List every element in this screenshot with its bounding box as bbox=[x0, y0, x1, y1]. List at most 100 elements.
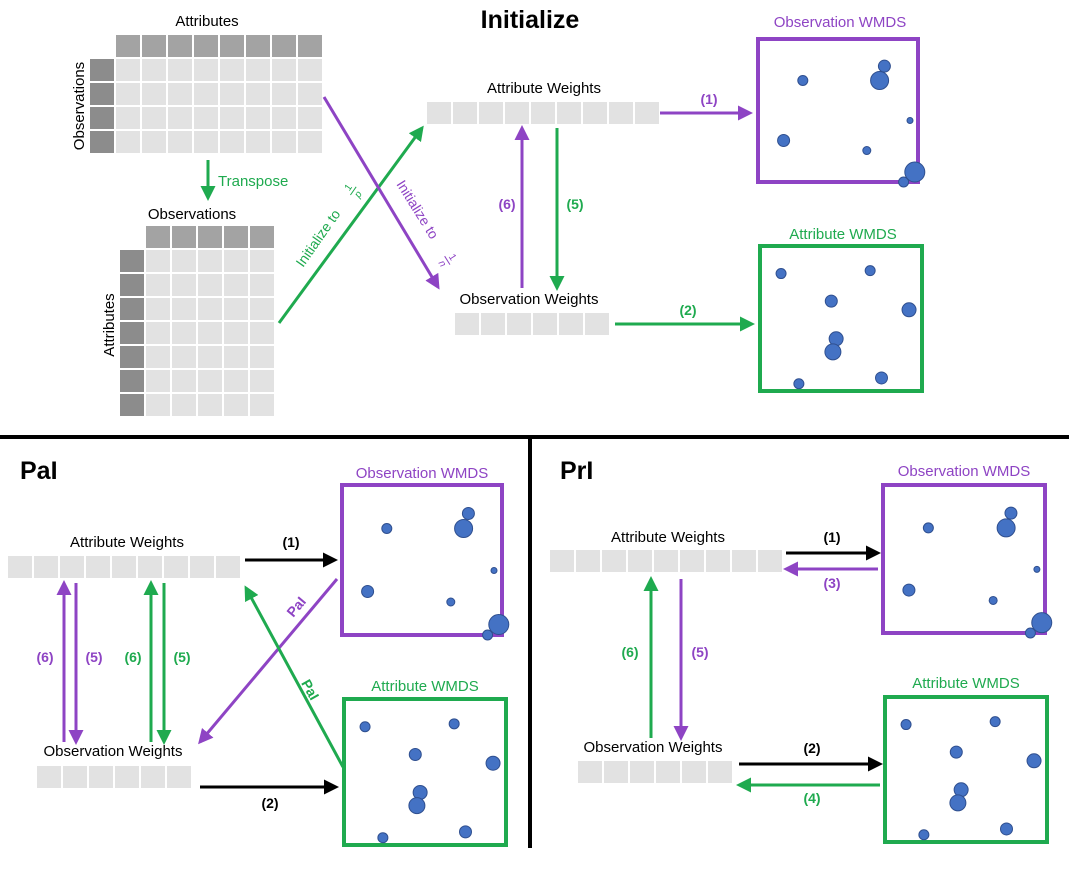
pai-step-1-label: (1) bbox=[282, 534, 299, 550]
top-step-5-label: (5) bbox=[566, 196, 583, 212]
wmds-point bbox=[381, 523, 393, 534]
weight-cell bbox=[680, 550, 704, 572]
pai-observation-interaction-arrow bbox=[198, 578, 339, 745]
transpose-label: Transpose bbox=[218, 173, 288, 190]
pai-attribute-weights-label: Attribute Weights bbox=[70, 534, 184, 551]
matrix-cell bbox=[146, 322, 170, 344]
wmds-point bbox=[902, 583, 916, 597]
matrix-cell bbox=[146, 298, 170, 320]
matrix-cell bbox=[90, 83, 114, 105]
matrix-cell bbox=[198, 346, 222, 368]
weight-cell bbox=[578, 761, 602, 783]
wmds-point bbox=[870, 70, 890, 90]
weight-cell bbox=[585, 313, 609, 335]
matrix-cell bbox=[250, 322, 274, 344]
matrix-columns-label: Attributes bbox=[175, 13, 238, 30]
matrix-cell bbox=[120, 250, 144, 272]
top-step-2-label: (2) bbox=[679, 302, 696, 318]
weight-cell bbox=[609, 102, 633, 124]
wmds-point bbox=[824, 343, 842, 361]
wmds-point bbox=[793, 378, 805, 390]
top-attribute-weights-bar bbox=[427, 102, 659, 124]
matrix-cell bbox=[298, 131, 322, 153]
wmds-point bbox=[904, 161, 926, 183]
matrix-cell bbox=[198, 298, 222, 320]
init-n-numerator: 1 bbox=[446, 252, 459, 263]
matrix-cell bbox=[198, 226, 222, 248]
matrix-cell bbox=[146, 370, 170, 392]
pri-step-4-label: (4) bbox=[803, 790, 820, 806]
matrix-cell bbox=[220, 83, 244, 105]
pri-step-1-label: (1) bbox=[823, 529, 840, 545]
matrix-cell bbox=[120, 322, 144, 344]
matrix-cell bbox=[120, 226, 144, 248]
matrix-cell bbox=[220, 131, 244, 153]
matrix-cell bbox=[272, 83, 296, 105]
weight-cell bbox=[628, 550, 652, 572]
weight-cell bbox=[505, 102, 529, 124]
matrix-cell bbox=[116, 35, 140, 57]
matrix-cell bbox=[142, 35, 166, 57]
weight-cell bbox=[604, 761, 628, 783]
wmds-frame bbox=[758, 244, 924, 393]
top-observation-wmds-plot bbox=[756, 37, 926, 188]
matrix-cell bbox=[224, 346, 248, 368]
weight-cell bbox=[86, 556, 110, 578]
matrix-cell bbox=[168, 35, 192, 57]
weight-cell bbox=[682, 761, 706, 783]
matrix-cell bbox=[246, 35, 270, 57]
matrix-cell bbox=[116, 107, 140, 129]
pri-attribute-weights-bar bbox=[550, 550, 782, 572]
matrix-cell bbox=[172, 346, 196, 368]
weight-cell bbox=[164, 556, 188, 578]
wmds-point bbox=[875, 371, 888, 385]
weight-cell bbox=[531, 102, 555, 124]
pai-attribute-weights-bar bbox=[8, 556, 240, 578]
init-p-denominator: p bbox=[352, 189, 365, 201]
matrix-cell bbox=[250, 346, 274, 368]
weight-cell bbox=[602, 550, 626, 572]
wmds-point bbox=[408, 797, 426, 815]
pri-observation-wmds-plot bbox=[881, 483, 1053, 639]
matrix-cell bbox=[198, 394, 222, 416]
wmds-point bbox=[377, 832, 389, 844]
matrix-rows-label: Observations bbox=[71, 62, 88, 150]
matrix-cell bbox=[172, 274, 196, 296]
wmds-frame bbox=[342, 697, 508, 847]
wmds-point bbox=[918, 829, 930, 841]
matrix-cell bbox=[250, 298, 274, 320]
init-p-numerator: 1 bbox=[343, 182, 355, 193]
wmds-frame bbox=[881, 483, 1047, 635]
weight-cell bbox=[656, 761, 680, 783]
wmds-point bbox=[446, 597, 456, 607]
wmds-point bbox=[359, 721, 371, 733]
wmds-point bbox=[877, 59, 891, 73]
weight-cell bbox=[37, 766, 61, 788]
matrix-cell bbox=[194, 59, 218, 81]
section-title-pai: PaI bbox=[20, 457, 58, 485]
wmds-point bbox=[777, 134, 791, 148]
matrix-cell bbox=[298, 59, 322, 81]
data-matrix: Attributes Observations bbox=[71, 13, 322, 153]
wmds-point bbox=[898, 176, 910, 188]
weight-cell bbox=[190, 556, 214, 578]
matrix-cell bbox=[224, 250, 248, 272]
weight-cell bbox=[550, 550, 574, 572]
pai-attribute-wmds-plot bbox=[342, 697, 508, 847]
matrix-cell bbox=[194, 35, 218, 57]
matrix-cell bbox=[168, 107, 192, 129]
weight-cell bbox=[583, 102, 607, 124]
weight-cell bbox=[8, 556, 32, 578]
matrix-cell bbox=[146, 226, 170, 248]
pri-step-5-label: (5) bbox=[691, 644, 708, 660]
matrix-cell bbox=[272, 131, 296, 153]
matrix-cell bbox=[120, 274, 144, 296]
wmds-point bbox=[1024, 627, 1036, 639]
matrix-cell bbox=[198, 274, 222, 296]
matrix-cell bbox=[142, 107, 166, 129]
matrix-cell bbox=[250, 370, 274, 392]
weight-cell bbox=[706, 550, 730, 572]
matrix-cell bbox=[272, 107, 296, 129]
matrix-cell bbox=[298, 83, 322, 105]
